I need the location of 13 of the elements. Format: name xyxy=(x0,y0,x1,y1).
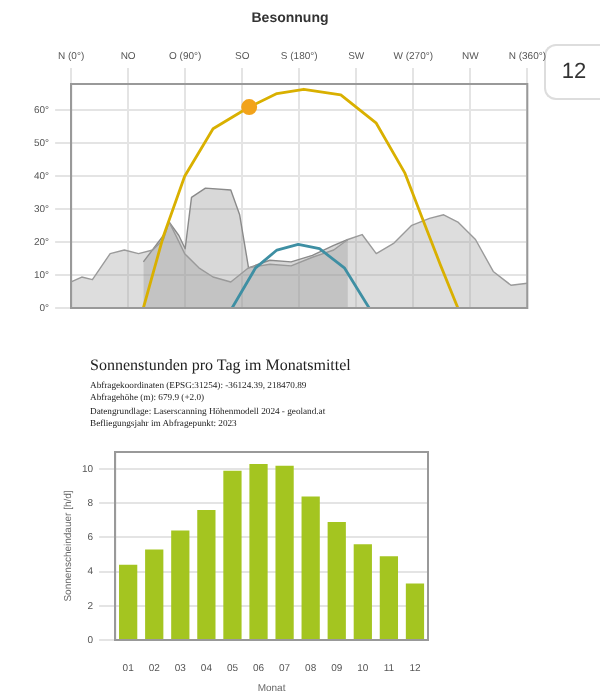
bar xyxy=(119,564,138,639)
bar xyxy=(353,544,372,639)
bar xyxy=(405,583,425,639)
bar xyxy=(249,463,268,639)
bar xyxy=(275,465,294,639)
bar xyxy=(171,530,190,639)
chart-title: Sonnenstunden pro Tag im Monatsmittel xyxy=(90,356,351,374)
bar xyxy=(327,522,346,639)
bar xyxy=(301,496,320,639)
bar xyxy=(223,470,242,639)
bar xyxy=(197,510,216,639)
bar xyxy=(379,556,399,639)
bar xyxy=(145,549,164,639)
